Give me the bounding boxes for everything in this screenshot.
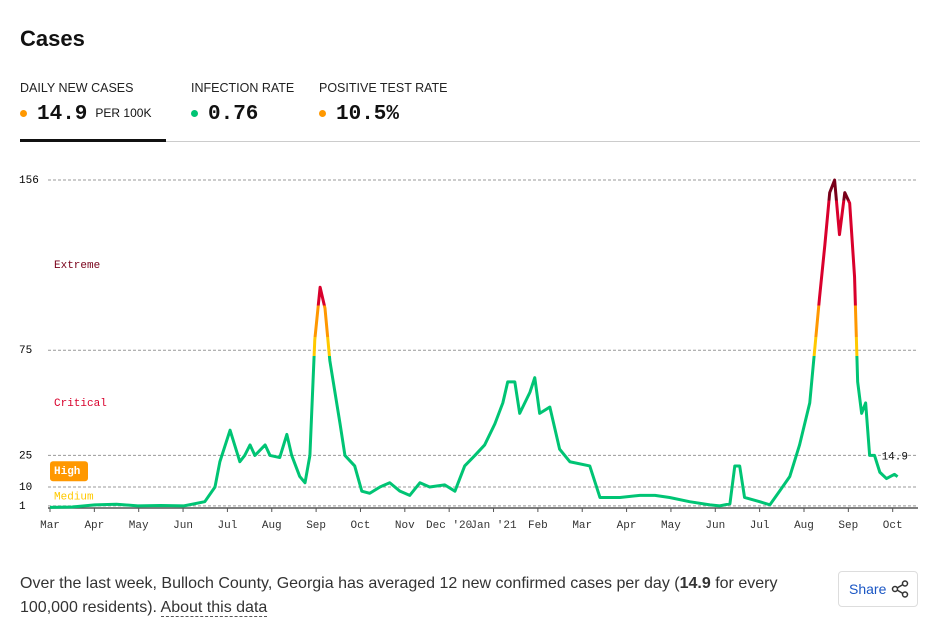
tab-underline [20,139,166,142]
x-tick-label: Aug [794,520,814,532]
page-title: Cases [20,26,85,51]
x-tick-label: Sep [838,520,858,532]
x-tick-label: Jan '21 [470,520,517,532]
dot [319,109,326,117]
tab-divider [20,141,920,142]
share-icon [891,580,909,598]
about-link[interactable]: About this data [160,599,268,617]
cases-line [49,178,899,509]
share-button[interactable]: Share [838,571,918,607]
level-label: Critical [54,398,107,410]
x-tick-label: May [661,520,681,532]
x-tick-label: Apr [617,520,637,532]
end-label: 14.9 [882,452,908,464]
tab-label[interactable]: INFECTION RATE [191,81,295,95]
y-tick-label: 25 [19,450,32,462]
dot [20,109,27,117]
x-tick-label: Jun [173,520,193,532]
x-tick-label: Dec '20 [426,520,472,532]
chart: 1 10 25 75 156 Mar Apr May Jun Jul Aug Sep Oct Nov Dec… [19,175,918,532]
summary-text: Over the last week, Bulloch County, Geor… [20,575,680,592]
y-tick-label: 156 [19,175,39,187]
tab-label[interactable]: DAILY NEW CASES [20,81,134,95]
share-label: Share [849,581,887,597]
metric-value: 10.5% [336,103,400,126]
metric-value: 0.76 [208,103,259,126]
level-label: Extreme [54,260,100,272]
x-tick-label: Jun [705,520,725,532]
y-tick-label: 75 [19,345,32,357]
metric-value: 14.9 [37,103,88,126]
x-tick-label: Oct [883,520,903,532]
x-tick-label: Nov [395,520,415,532]
level-label: High [54,466,80,478]
x-tick-label: Mar [40,520,60,532]
dot [191,109,198,117]
x-tick-label: Jul [750,520,770,532]
summary-bold: 14.9 [679,575,711,592]
x-tick-label: Oct [351,520,371,532]
x-tick-label: Aug [262,520,282,532]
y-tick-label: 1 [19,501,26,513]
tab-label[interactable]: POSITIVE TEST RATE [319,81,448,95]
level-badge [50,461,88,482]
level-label: Medium [54,491,94,503]
tab-value[interactable]: 14.9 PER 100K [20,103,151,126]
summary-text: for every 100,000 residents). [20,575,778,616]
x-tick-label: Mar [572,520,592,532]
y-tick-label: 10 [19,482,32,494]
x-tick-label: Sep [306,520,326,532]
tab-value[interactable]: 10.5% [319,103,399,126]
x-tick-label: Jul [218,520,238,532]
x-tick-label: Feb [528,520,548,532]
tab-value[interactable]: 0.76 [191,103,258,126]
x-tick-label: May [129,520,149,532]
x-tick-label: Apr [84,520,104,532]
summary: Over the last week, Bulloch County, Geor… [20,572,810,620]
metric-unit: PER 100K [95,106,152,121]
